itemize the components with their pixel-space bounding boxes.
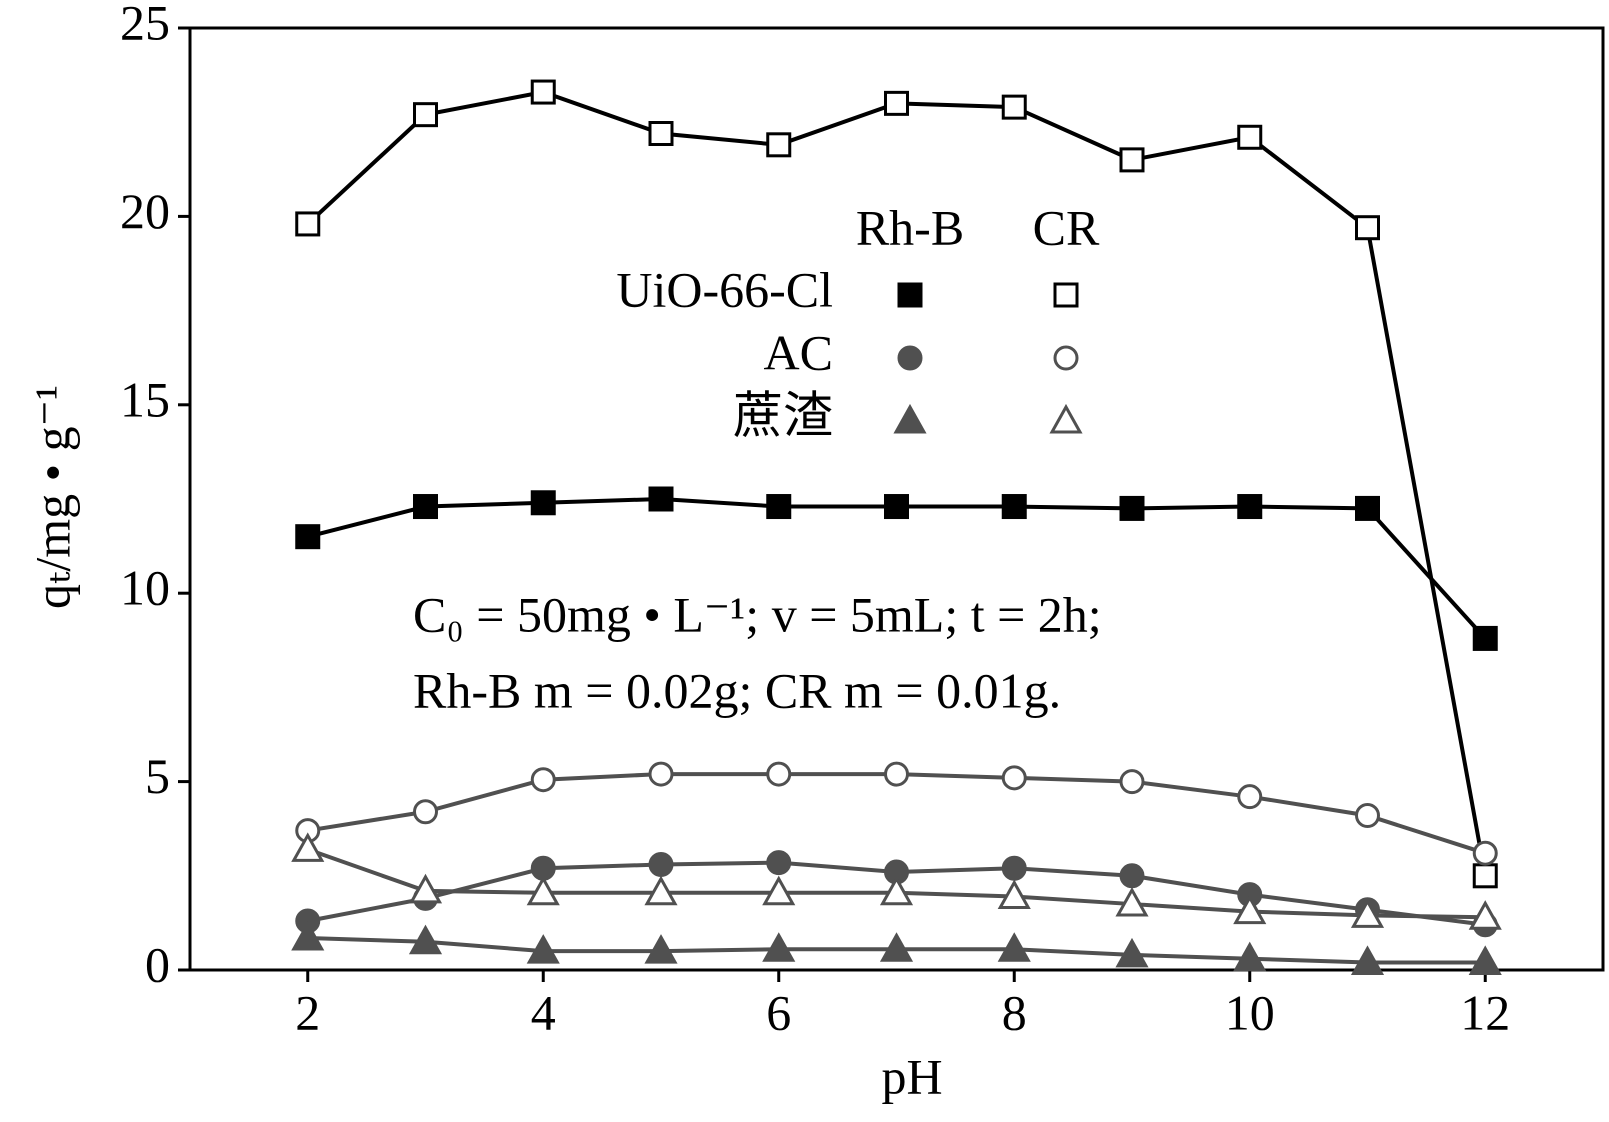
legend-label: UiO-66-Cl <box>616 261 833 317</box>
data-point <box>408 924 443 955</box>
data-point <box>1119 769 1145 795</box>
legend-label: AC <box>764 324 833 380</box>
data-point <box>1468 900 1502 930</box>
data-point <box>1237 784 1263 810</box>
data-point <box>1233 941 1267 972</box>
data-point <box>1237 124 1263 150</box>
data-point <box>766 494 792 520</box>
data-point <box>884 90 909 116</box>
x-tick-label: 4 <box>531 984 556 1040</box>
data-point <box>1237 494 1263 520</box>
data-point <box>526 934 560 964</box>
data-point <box>1472 625 1498 651</box>
y-tick-label: 0 <box>145 936 170 992</box>
data-point <box>1119 147 1145 173</box>
data-point <box>295 211 321 237</box>
data-point <box>1355 495 1380 521</box>
data-point <box>1001 765 1027 791</box>
data-point <box>762 932 796 962</box>
y-tick-label: 15 <box>120 371 170 427</box>
data-point <box>648 851 674 877</box>
legend-marker <box>897 282 923 308</box>
legend-marker <box>1053 345 1079 371</box>
data-point <box>1472 863 1498 889</box>
y-axis-label: qₜ/mg • g⁻¹ <box>24 385 80 609</box>
x-tick-label: 12 <box>1460 984 1510 1040</box>
data-point <box>644 934 678 964</box>
data-point <box>879 875 914 906</box>
x-tick-label: 6 <box>766 984 791 1040</box>
annotation: C₀ = 50mg • L⁻¹; v = 5mL; t = 2h; <box>413 586 1102 642</box>
data-point <box>884 494 909 520</box>
y-tick-label: 20 <box>120 183 170 239</box>
data-point <box>1350 898 1385 928</box>
data-point <box>997 879 1031 910</box>
data-point <box>413 799 438 825</box>
y-tick-label: 5 <box>145 748 170 804</box>
data-point <box>1468 945 1502 975</box>
data-point <box>1001 94 1027 120</box>
data-point <box>530 490 556 516</box>
data-point <box>1001 855 1027 881</box>
data-point <box>1233 894 1267 925</box>
plot-frame <box>188 26 1605 972</box>
data-point <box>530 79 556 105</box>
x-tick-label: 8 <box>1002 984 1027 1040</box>
x-axis-label: pH <box>881 1048 942 1104</box>
data-point <box>884 761 909 787</box>
legend-header: CR <box>1033 199 1100 255</box>
y-tick-label: 25 <box>120 0 170 50</box>
data-point <box>766 132 792 158</box>
data-point <box>766 850 792 876</box>
data-point <box>526 875 560 906</box>
x-tick-label: 2 <box>295 984 320 1040</box>
data-point <box>413 494 438 520</box>
data-point <box>997 932 1031 962</box>
data-point <box>766 761 792 787</box>
y-tick-label: 10 <box>120 560 170 616</box>
legend-marker <box>1049 403 1083 434</box>
data-point <box>530 767 556 793</box>
data-point <box>648 486 674 512</box>
data-point <box>1472 840 1498 866</box>
legend-header: Rh-B <box>856 199 964 255</box>
legend-marker <box>1053 282 1079 308</box>
data-point <box>291 920 325 951</box>
data-point <box>1350 945 1385 975</box>
data-point <box>413 102 438 128</box>
data-point <box>644 875 678 906</box>
x-tick-label: 10 <box>1225 984 1275 1040</box>
legend-marker <box>893 403 927 434</box>
data-point <box>762 875 796 906</box>
annotation: Rh-B m = 0.02g; CR m = 0.01g. <box>413 662 1061 718</box>
data-point <box>291 832 325 862</box>
data-point <box>408 873 443 904</box>
data-point <box>1355 215 1380 241</box>
data-point <box>879 932 914 962</box>
data-point <box>1001 494 1027 520</box>
data-point <box>1115 886 1149 917</box>
data-point <box>1119 863 1145 889</box>
data-point <box>1119 495 1145 521</box>
legend-marker <box>897 345 923 371</box>
data-point <box>295 524 321 550</box>
legend-label: 蔗渣 <box>733 387 833 443</box>
data-point <box>1115 937 1149 968</box>
data-point <box>1355 803 1380 829</box>
data-point <box>648 761 674 787</box>
data-point <box>648 121 674 147</box>
